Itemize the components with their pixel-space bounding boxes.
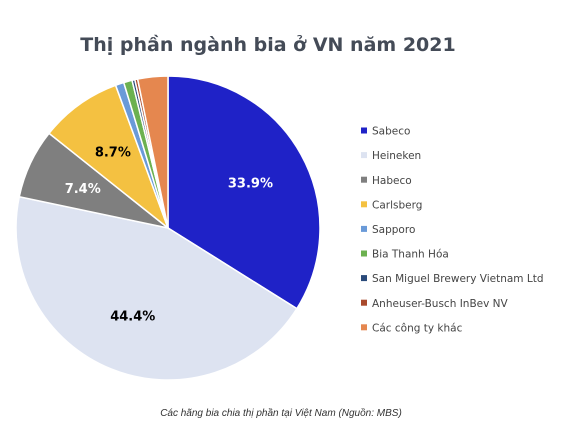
data-label-carlsberg: 8.7%: [95, 146, 131, 161]
legend-label-anheuser-busch-inbev-nv: Anheuser-Busch InBev NV: [372, 298, 509, 310]
legend-label-sapporo: Sapporo: [372, 224, 415, 236]
data-label-habeco: 7.4%: [65, 182, 101, 197]
figure-caption: Các hãng bia chia thị phần tại Việt Nam …: [160, 408, 402, 419]
legend: Sabeco Heineken Habeco Carlsberg Sapporo Bia …: [361, 126, 544, 334]
legend-swatch-anheuser-busch-inbev-nv: [361, 299, 367, 306]
pie-slice-heineken: [15, 195, 298, 381]
legend-label-carlsberg: Carlsberg: [372, 199, 422, 211]
pie-slices: [15, 75, 321, 381]
pie-slice-cac-cong-ty-khac: [136, 75, 169, 229]
pie-slice-sabeco: [167, 75, 321, 310]
legend-label-cac-cong-ty-khac: Các công ty khác: [372, 322, 463, 334]
legend-label-heineken: Heineken: [372, 150, 421, 162]
pie-slice-carlsberg: [48, 84, 170, 231]
legend-swatch-habeco: [361, 176, 367, 183]
legend-label-sabeco: Sabeco: [372, 126, 410, 138]
legend-swatch-bia-thanh-hoa: [361, 250, 367, 257]
legend-label-bia-thanh-hoa: Bia Thanh Hóa: [372, 249, 449, 261]
legend-swatch-carlsberg: [361, 201, 367, 208]
legend-label-san-miguel-brewery-vietnam-ltd: San Miguel Brewery Vietnam Ltd: [372, 273, 544, 285]
legend-swatch-heineken: [361, 152, 367, 159]
legend-label-habeco: Habeco: [372, 175, 412, 187]
legend-swatch-sapporo: [361, 225, 367, 232]
data-label-heineken: 44.4%: [110, 309, 155, 324]
legend-swatch-sabeco: [361, 127, 367, 134]
data-label-sabeco: 33.9%: [228, 176, 273, 191]
legend-swatch-san-miguel-brewery-vietnam-ltd: [361, 275, 367, 282]
chart-title: Thị phần ngành bia ở VN năm 2021: [80, 33, 455, 56]
legend-swatch-cac-cong-ty-khac: [361, 324, 367, 331]
slice-labels: 33.9% 44.4% 7.4% 8.7%: [65, 146, 273, 325]
